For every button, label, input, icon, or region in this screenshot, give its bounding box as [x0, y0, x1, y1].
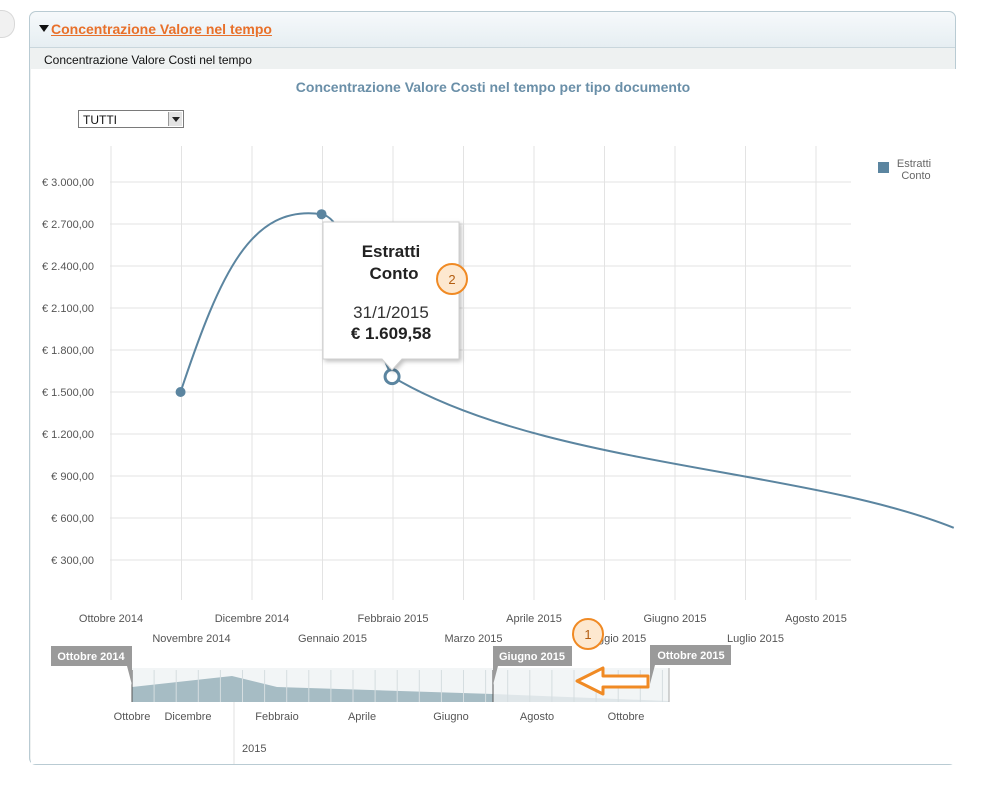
panel-subheader: Concentrazione Valore Costi nel tempo [31, 48, 954, 69]
x-tick-label: Dicembre 2014 [215, 613, 290, 625]
legend-label-line2[interactable]: Conto [901, 170, 930, 182]
y-tick-label: € 2.100,00 [42, 303, 94, 315]
collapse-triangle-icon[interactable] [39, 25, 49, 32]
x-tick-label: Agosto 2015 [785, 613, 847, 625]
y-tick-label: € 3.000,00 [42, 177, 94, 189]
series-point[interactable] [175, 387, 186, 397]
x-tick-label: Gennaio 2015 [298, 633, 367, 645]
panel-title-link[interactable]: Concentrazione Valore nel tempo [51, 21, 272, 37]
legend-label-line1[interactable]: Estratti [897, 158, 931, 170]
x-tick-label: Luglio 2015 [727, 633, 784, 645]
series-point-hovered[interactable] [383, 368, 401, 386]
navigator-ticks: Ottobre Dicembre Febbraio Aprile Giugno Agost… [114, 711, 645, 723]
y-tick-label: € 600,00 [51, 513, 94, 525]
panel-header: Concentrazione Valore nel tempo [30, 12, 955, 48]
x-tick-label: Febbraio 2015 [358, 613, 429, 625]
x-tick-label: Novembre 2014 [152, 633, 230, 645]
y-tick-label: € 2.700,00 [42, 219, 94, 231]
x-tick-label: Aprile 2015 [506, 613, 562, 625]
y-axis-ticks: € 300,00 € 600,00 € 900,00 € 1.200,00 € 1.50… [42, 177, 94, 567]
chart-title: Concentrazione Valore Costi nel tempo pe… [296, 79, 690, 95]
y-tick-label: € 1.200,00 [42, 429, 94, 441]
nav-tick-label: Ottobre [114, 711, 151, 723]
series-line-estratti-conto [179, 212, 955, 529]
panel-subtitle: Concentrazione Valore Costi nel tempo [44, 53, 252, 67]
nav-tick-label: Giugno [433, 711, 468, 723]
nav-tick-label: Ottobre [608, 711, 645, 723]
tooltip-series-line2: Conto [369, 264, 418, 283]
legend-swatch[interactable] [878, 162, 889, 173]
y-tick-label: € 2.400,00 [42, 261, 94, 273]
tooltip-value: € 1.609,58 [351, 324, 431, 343]
select-arrow-icon[interactable] [168, 112, 182, 126]
nav-tick-label: Febbraio [255, 711, 298, 723]
x-tick-label: Marzo 2015 [444, 633, 502, 645]
annotation-badge-2: 2 [436, 263, 468, 295]
select-value: TUTTI [83, 113, 117, 127]
range-label-mid: Giugno 2015 [499, 651, 565, 663]
chart-grid [110, 146, 851, 600]
y-tick-label: € 300,00 [51, 555, 94, 567]
range-label-start: Ottobre 2014 [57, 651, 125, 663]
annotation-badge-1: 1 [572, 618, 604, 650]
nav-tick-label: Dicembre [164, 711, 211, 723]
navigator-area-selected [132, 676, 493, 702]
nav-tick-label: Agosto [520, 711, 554, 723]
svg-text:2: 2 [448, 272, 455, 287]
nav-tick-label: Aprile [348, 711, 376, 723]
x-tick-label: Giugno 2015 [644, 613, 707, 625]
x-axis-ticks: Ottobre 2014 Dicembre 2014 Febbraio 2015 Ap… [79, 613, 847, 645]
tooltip: Estratti Conto 31/1/2015 € 1.609,58 [322, 221, 460, 371]
document-type-select[interactable]: TUTTI [78, 110, 184, 128]
navigator-year-label: 2015 [242, 743, 266, 755]
navigator-area-outside [493, 694, 669, 702]
series-point[interactable] [316, 209, 327, 220]
svg-text:1: 1 [584, 627, 591, 642]
y-tick-label: € 900,00 [51, 471, 94, 483]
y-tick-label: € 1.800,00 [42, 345, 94, 357]
range-label-end-bg [650, 645, 731, 684]
range-label-start-bg [51, 646, 132, 685]
range-label-mid-bg [493, 646, 572, 685]
annotation-arrow [575, 666, 650, 696]
x-tick-label: Ottobre 2014 [79, 613, 143, 625]
tooltip-series-line1: Estratti [362, 242, 421, 261]
tooltip-date: 31/1/2015 [353, 303, 429, 322]
y-tick-label: € 1.500,00 [42, 387, 94, 399]
range-label-end: Ottobre 2015 [657, 650, 724, 662]
range-navigator[interactable]: Ottobre 2014 Giugno 2015 Ottobre 2015 [51, 645, 731, 702]
